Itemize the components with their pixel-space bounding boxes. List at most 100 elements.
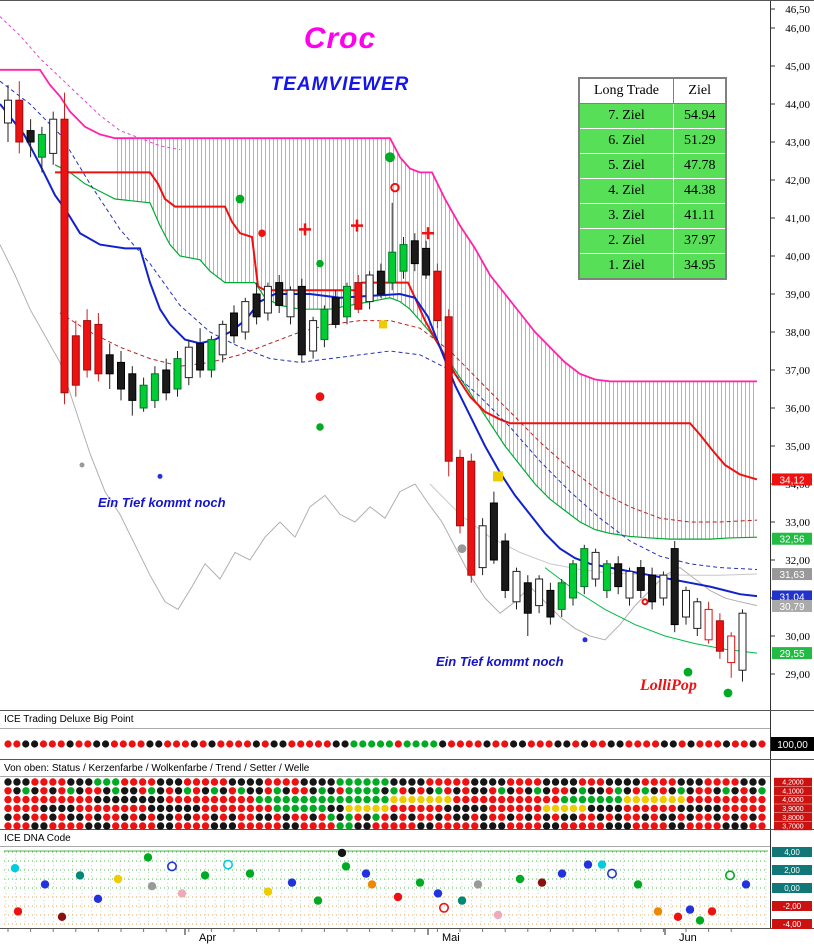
- ziel-label-cell: 2. Ziel: [578, 228, 674, 254]
- ziel-label-cell: 6. Ziel: [578, 128, 674, 154]
- price-badge: [772, 473, 812, 486]
- ziel-value-cell: 34.95: [672, 253, 727, 280]
- dna-scale-badge: [772, 901, 812, 911]
- ziel-label-cell: 3. Ziel: [578, 203, 674, 229]
- price-label: 33,00: [785, 517, 810, 529]
- long-trade-table: Long Trade Ziel 7. Ziel 54.94 6. Ziel 51.29…: [578, 77, 728, 280]
- svg-text:3,7000: 3,7000: [782, 824, 804, 831]
- line-magenta_top: [0, 68, 757, 383]
- annotation-lollipop: LolliPop: [640, 677, 697, 694]
- table-header-row: Long Trade Ziel: [578, 77, 727, 104]
- table-row: 4. Ziel 44.38: [578, 178, 727, 204]
- price-badge: [772, 532, 812, 545]
- price-label: 35,00: [785, 441, 810, 453]
- von-oben-scale-badge: [774, 786, 812, 795]
- table-row: 7. Ziel 54.94: [578, 103, 727, 129]
- von-oben-scale-badge: [774, 821, 812, 831]
- ziel-value-cell: 51.29: [672, 128, 727, 154]
- table-body: 7. Ziel 54.94 6. Ziel 51.29 5. Ziel 47.78 4. Z…: [578, 103, 727, 280]
- annotation-ein-tief-2: Ein Tief kommt noch: [436, 654, 564, 669]
- ziel-value-cell: 41.11: [672, 203, 727, 229]
- month-label: Mai: [442, 932, 460, 944]
- dna-scale-badge: [772, 847, 812, 857]
- price-label: 46,00: [785, 23, 810, 35]
- price-axis: 46,50 46,00 45,00 44,00 43,00 42,00 41,00 40,00…: [770, 0, 812, 929]
- annotation-ein-tief-1: Ein Tief kommt noch: [98, 495, 226, 510]
- svg-text:32,56: 32,56: [779, 535, 804, 546]
- svg-text:31,04: 31,04: [779, 592, 804, 603]
- price-label: 44,00: [785, 99, 810, 111]
- table-row: 5. Ziel 47.78: [578, 153, 727, 179]
- svg-text:4,1000: 4,1000: [782, 788, 804, 795]
- price-label: 36,00: [785, 403, 810, 415]
- price-label: 40,00: [785, 251, 810, 263]
- table-row: 2. Ziel 37.97: [578, 228, 727, 254]
- svg-text:100,00: 100,00: [777, 740, 808, 751]
- price-label: 42,00: [785, 175, 810, 187]
- price-label: 29,00: [785, 669, 810, 681]
- candles: [4, 81, 747, 682]
- ziel-value-cell: 54.94: [672, 103, 727, 129]
- svg-text:3,9000: 3,9000: [782, 806, 804, 813]
- big-point-scale-badge: [771, 737, 814, 751]
- von-oben-scale-badge: [774, 777, 812, 787]
- ziel-label-cell: 7. Ziel: [578, 103, 674, 129]
- svg-text:3,8000: 3,8000: [782, 815, 804, 822]
- line-gray_outer: [0, 244, 758, 641]
- svg-text:34,12: 34,12: [779, 475, 804, 486]
- line-cloud_bottom_green: [54, 164, 758, 540]
- price-label: 45,00: [785, 61, 810, 73]
- price-label: 30,00: [785, 631, 810, 643]
- chart-subtitle: TEAMVIEWER: [270, 74, 410, 95]
- ziel-label-cell: 5. Ziel: [578, 153, 674, 179]
- line-magenta_dashed: [0, 16, 181, 151]
- price-label: 46,50: [785, 4, 810, 16]
- price-label: 43,00: [785, 137, 810, 149]
- ziel-value-cell: 44.38: [672, 178, 727, 204]
- line-blue_dashed: [0, 80, 758, 570]
- table-row: 1. Ziel 34.95: [578, 253, 727, 280]
- table-row: 6. Ziel 51.29: [578, 128, 727, 154]
- svg-text:-2,00: -2,00: [783, 902, 802, 911]
- panel-title-von-oben: Von oben: Status / Kerzenfarbe / Wolkenf…: [4, 763, 310, 774]
- ziel-value-cell: 47.78: [672, 153, 727, 179]
- price-badge: [772, 590, 812, 603]
- dna-scale-badge: [772, 865, 812, 875]
- table-row: 3. Ziel 41.11: [578, 203, 727, 229]
- price-badge: [772, 568, 812, 581]
- line-red_main: [55, 171, 758, 481]
- ziel-label-cell: 4. Ziel: [578, 178, 674, 204]
- svg-text:4,00: 4,00: [784, 848, 800, 857]
- month-label: Jun: [679, 932, 697, 944]
- price-label: 32,00: [785, 555, 810, 567]
- month-label: Apr: [199, 932, 216, 944]
- chart-title: Croc: [303, 22, 377, 55]
- dna-dots: [10, 848, 751, 925]
- von-oben-dots: [4, 778, 766, 830]
- svg-text:30,79: 30,79: [779, 602, 804, 613]
- svg-text:4,2000: 4,2000: [782, 780, 804, 787]
- price-label: 37,00: [785, 365, 810, 377]
- time-axis: Apr Mai Jun: [7, 929, 732, 944]
- panel-title-big-point: ICE Trading Deluxe Big Point: [4, 714, 134, 725]
- price-label: 38,00: [785, 327, 810, 339]
- price-label: 39,00: [785, 289, 810, 301]
- table-header-long-trade: Long Trade: [578, 77, 674, 104]
- price-label: 41,00: [785, 213, 810, 225]
- von-oben-scale-badge: [774, 813, 812, 822]
- table-header-ziel: Ziel: [672, 77, 727, 104]
- svg-text:29,55: 29,55: [779, 649, 804, 660]
- price-badge: [772, 599, 812, 612]
- svg-text:-4,00: -4,00: [783, 920, 802, 929]
- von-oben-scale-badge: [774, 795, 812, 804]
- markers: [79, 152, 733, 698]
- ziel-label-cell: 1. Ziel: [578, 253, 674, 280]
- dna-grid: [4, 850, 768, 925]
- svg-text:4,0000: 4,0000: [782, 797, 804, 804]
- svg-text:0,00: 0,00: [784, 884, 800, 893]
- price-badge: [772, 647, 812, 660]
- dna-scale-badge: [772, 919, 812, 929]
- svg-text:2,00: 2,00: [784, 866, 800, 875]
